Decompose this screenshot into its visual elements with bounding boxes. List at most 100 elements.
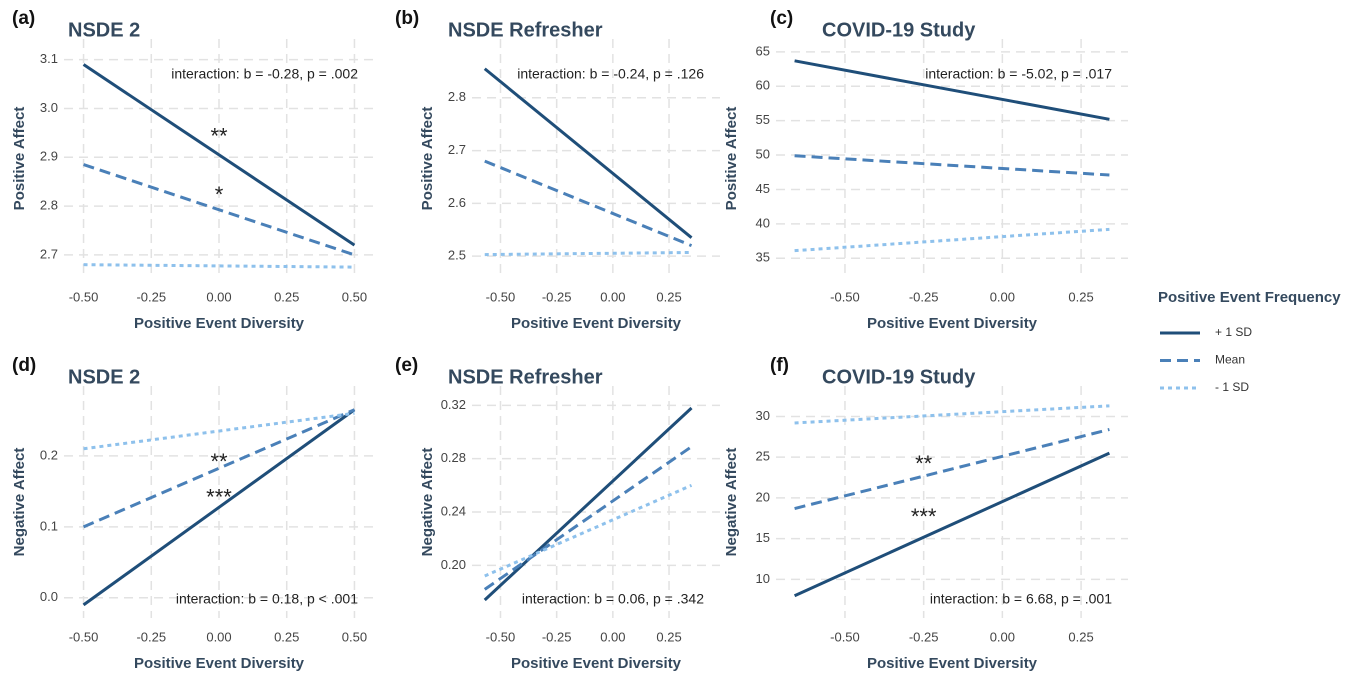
x-tick-label: 0.00 xyxy=(206,289,231,304)
y-tick-label: 2.8 xyxy=(40,198,58,213)
x-tick-label: -0.50 xyxy=(69,629,99,644)
line xyxy=(483,445,693,591)
y-tick-label: 0.0 xyxy=(40,589,58,604)
line xyxy=(794,404,1110,425)
x-tick-label: -0.25 xyxy=(136,629,166,644)
panel-title: NSDE 2 xyxy=(68,366,140,388)
panel-title: COVID-19 Study xyxy=(822,366,976,388)
y-tick-label: 3.1 xyxy=(40,51,58,66)
x-tick-label: 0.00 xyxy=(600,629,625,644)
annotation: interaction: b = -5.02, p = .017 xyxy=(925,66,1112,82)
panel-label: (d) xyxy=(12,355,36,376)
x-tick-label: 0.25 xyxy=(274,289,299,304)
x-axis-title: Positive Event Diversity xyxy=(867,655,1038,672)
x-tick-label: 0.00 xyxy=(990,289,1015,304)
y-tick-label: 0.1 xyxy=(40,518,58,533)
panel-title: NSDE 2 xyxy=(68,19,140,41)
line xyxy=(484,159,693,247)
x-tick-label: -0.25 xyxy=(542,289,572,304)
significance-stars: *** xyxy=(206,484,232,509)
y-tick-label: 2.7 xyxy=(448,142,466,157)
line xyxy=(794,59,1110,121)
x-tick-label: 0.25 xyxy=(274,629,299,644)
y-tick-label: 0.32 xyxy=(441,397,466,412)
legend-title: Positive Event Frequency xyxy=(1158,289,1341,306)
line xyxy=(82,63,356,247)
y-axis-title: Positive Affect xyxy=(723,107,740,211)
significance-stars: * xyxy=(215,182,224,207)
x-tick-label: -0.25 xyxy=(542,629,572,644)
line xyxy=(82,408,356,607)
panel-label: (b) xyxy=(395,8,419,29)
annotation: interaction: b = 6.68, p = .001 xyxy=(930,591,1112,607)
significance-stars: ** xyxy=(915,451,933,476)
line xyxy=(483,67,693,239)
y-tick-label: 35 xyxy=(756,250,770,265)
panel-label: (c) xyxy=(770,8,793,29)
y-tick-label: 15 xyxy=(756,530,770,545)
y-tick-label: 0.2 xyxy=(40,447,58,462)
y-axis-title: Positive Affect xyxy=(11,107,28,211)
y-axis-title: Negative Affect xyxy=(11,448,28,557)
annotation: interaction: b = -0.24, p = .126 xyxy=(517,66,704,82)
x-tick-label: 0.00 xyxy=(990,629,1015,644)
line xyxy=(83,163,355,257)
y-tick-label: 0.28 xyxy=(441,450,466,465)
line xyxy=(483,406,693,602)
y-tick-label: 55 xyxy=(756,112,770,127)
x-tick-label: 0.25 xyxy=(1068,629,1093,644)
x-tick-label: -0.25 xyxy=(909,289,939,304)
line xyxy=(484,250,692,257)
x-tick-label: -0.50 xyxy=(486,289,516,304)
x-tick-label: 0.00 xyxy=(600,289,625,304)
x-tick-label: 0.00 xyxy=(206,629,231,644)
y-tick-label: 2.6 xyxy=(448,195,466,210)
x-tick-label: 0.25 xyxy=(1068,289,1093,304)
y-tick-label: 20 xyxy=(756,489,770,504)
y-tick-label: 30 xyxy=(756,408,770,423)
y-tick-label: 2.5 xyxy=(448,248,466,263)
annotation: interaction: b = 0.18, p < .001 xyxy=(176,591,358,607)
y-axis-title: Negative Affect xyxy=(419,448,436,557)
annotation: interaction: b = -0.28, p = .002 xyxy=(171,66,358,82)
x-tick-label: -0.50 xyxy=(486,629,516,644)
x-axis-title: Positive Event Diversity xyxy=(511,655,682,672)
y-tick-label: 2.8 xyxy=(448,89,466,104)
panel-label: (a) xyxy=(12,8,35,29)
line xyxy=(82,408,356,529)
x-axis-title: Positive Event Diversity xyxy=(134,315,305,332)
y-axis-title: Negative Affect xyxy=(723,448,740,557)
annotation: interaction: b = 0.06, p = .342 xyxy=(522,591,704,607)
legend-label: Mean xyxy=(1215,353,1245,367)
x-tick-label: 0.25 xyxy=(656,289,681,304)
legend-label: - 1 SD xyxy=(1215,380,1249,394)
panel-title: COVID-19 Study xyxy=(822,19,976,41)
line xyxy=(794,154,1110,177)
line xyxy=(793,451,1111,598)
line xyxy=(794,428,1110,510)
panel-title: NSDE Refresher xyxy=(448,366,603,388)
x-tick-label: 0.50 xyxy=(342,629,367,644)
y-tick-label: 10 xyxy=(756,571,770,586)
y-axis-title: Positive Affect xyxy=(419,107,436,211)
panel-label: (e) xyxy=(395,355,418,376)
y-tick-label: 45 xyxy=(756,181,770,196)
x-axis-title: Positive Event Diversity xyxy=(511,315,682,332)
y-tick-label: 25 xyxy=(756,449,770,464)
significance-stars: ** xyxy=(210,449,228,474)
y-tick-label: 65 xyxy=(756,43,770,58)
line xyxy=(83,411,355,451)
line xyxy=(794,227,1110,253)
y-tick-label: 3.0 xyxy=(40,100,58,115)
y-tick-label: 0.20 xyxy=(441,557,466,572)
x-tick-label: 0.50 xyxy=(342,289,367,304)
x-tick-label: -0.50 xyxy=(830,629,860,644)
y-tick-label: 50 xyxy=(756,146,770,161)
y-tick-label: 40 xyxy=(756,215,770,230)
x-axis-title: Positive Event Diversity xyxy=(867,315,1038,332)
legend-label: + 1 SD xyxy=(1215,325,1252,339)
x-tick-label: -0.25 xyxy=(136,289,166,304)
line xyxy=(484,483,693,578)
y-tick-label: 60 xyxy=(756,78,770,93)
x-axis-title: Positive Event Diversity xyxy=(134,655,305,672)
